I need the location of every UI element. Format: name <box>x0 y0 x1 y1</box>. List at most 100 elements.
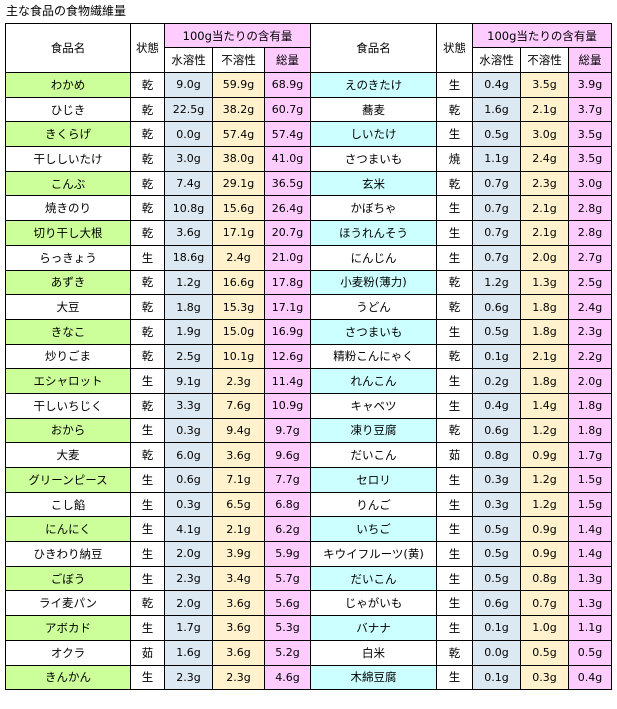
header-food-left: 食品名 <box>5 23 131 73</box>
right-food-name: 小麦粉(薄力) <box>310 269 438 296</box>
right-insoluble-value: 0.9g <box>520 541 570 567</box>
header-total-left: 総量 <box>263 47 312 73</box>
right-food-state: 生 <box>436 244 474 271</box>
right-soluble-value: 0.1g <box>472 343 522 370</box>
right-insoluble-value: 1.4g <box>520 392 570 419</box>
left-food-name: 焼きのり <box>5 195 131 222</box>
right-food-name: バナナ <box>310 615 438 641</box>
left-soluble-value: 3.0g <box>164 146 213 172</box>
left-food-state: 乾 <box>130 220 165 246</box>
left-food-state: 生 <box>130 541 165 567</box>
right-insoluble-value: 0.8g <box>520 565 570 592</box>
left-food-state: 生 <box>130 615 165 641</box>
right-food-state: 生 <box>436 541 474 567</box>
left-total-value: 57.4g <box>263 121 312 148</box>
left-soluble-value: 2.5g <box>164 343 213 370</box>
left-food-name: グリーンピース <box>5 467 131 493</box>
left-food-name: ひじき <box>5 96 131 123</box>
left-total-value: 26.4g <box>263 195 312 222</box>
right-total-value: 3.9g <box>568 72 613 98</box>
left-total-value: 60.7g <box>263 96 312 123</box>
left-total-value: 6.2g <box>263 516 312 543</box>
left-soluble-value: 2.3g <box>164 664 213 691</box>
right-soluble-value: 0.6g <box>472 590 522 617</box>
left-insoluble-value: 9.4g <box>212 417 265 444</box>
right-food-name: じゃがいも <box>310 590 438 617</box>
right-soluble-value: 0.4g <box>472 392 522 419</box>
left-total-value: 5.6g <box>263 590 312 617</box>
right-insoluble-value: 0.7g <box>520 590 570 617</box>
left-insoluble-value: 3.6g <box>212 590 265 617</box>
right-total-value: 1.5g <box>568 491 613 518</box>
right-food-state: 生 <box>436 392 474 419</box>
right-insoluble-value: 1.0g <box>520 615 570 641</box>
right-soluble-value: 0.5g <box>472 565 522 592</box>
right-total-value: 2.8g <box>568 220 613 246</box>
table-row: 干しいちじく乾 3.3g 7.6g 10.9g キャベツ生 0.4g 1.4g 1.8g <box>5 392 613 419</box>
right-insoluble-value: 3.0g <box>520 121 570 148</box>
right-total-value: 1.3g <box>568 590 613 617</box>
right-food-name: れんこん <box>310 368 438 394</box>
left-insoluble-value: 3.6g <box>212 639 265 666</box>
left-food-name: 切り干し大根 <box>5 220 131 246</box>
right-food-name: にんじん <box>310 244 438 271</box>
left-soluble-value: 2.0g <box>164 590 213 617</box>
table-body: わかめ乾 9.0g 59.9g 68.9g えのきたけ生 0.4g 3.5g 3.9g ひじき乾… <box>5 72 613 691</box>
header-amount-left: 100g当たりの含有量 <box>163 23 312 48</box>
left-insoluble-value: 38.2g <box>212 96 265 123</box>
table-row: わかめ乾 9.0g 59.9g 68.9g えのきたけ生 0.4g 3.5g 3.9g <box>5 72 613 98</box>
right-total-value: 1.8g <box>568 417 613 444</box>
right-insoluble-value: 1.8g <box>520 318 570 345</box>
fiber-table: 食品名 状態 100g当たりの含有量 食品名 状態 100g当たりの含有量 水溶… <box>5 23 613 691</box>
left-soluble-value: 0.6g <box>164 467 213 493</box>
left-food-state: 生 <box>130 664 165 691</box>
right-food-state: 生 <box>436 318 474 345</box>
left-food-state: 生 <box>130 244 165 271</box>
right-food-state: 生 <box>436 72 474 98</box>
left-total-value: 12.6g <box>263 343 312 370</box>
right-insoluble-value: 2.0g <box>520 244 570 271</box>
left-food-name: オクラ <box>5 639 131 666</box>
right-total-value: 1.4g <box>568 541 613 567</box>
left-insoluble-value: 16.6g <box>212 269 265 296</box>
left-food-state: 茹 <box>130 639 165 666</box>
header-total-right: 総量 <box>568 47 613 73</box>
right-insoluble-value: 2.3g <box>520 170 570 197</box>
table-row: 切り干し大根乾 3.6g 17.1g 20.7g ほうれんそう生 0.7g 2.1g 2.8g <box>5 220 613 246</box>
left-insoluble-value: 7.6g <box>212 392 265 419</box>
left-insoluble-value: 3.9g <box>212 541 265 567</box>
left-food-state: 乾 <box>130 195 165 222</box>
left-total-value: 10.9g <box>263 392 312 419</box>
left-food-state: 乾 <box>130 590 165 617</box>
right-food-name: セロリ <box>310 467 438 493</box>
right-insoluble-value: 2.1g <box>520 195 570 222</box>
right-food-state: 生 <box>436 491 474 518</box>
right-food-name: うどん <box>310 294 438 320</box>
left-food-state: 生 <box>130 368 165 394</box>
left-food-name: きんかん <box>5 664 131 691</box>
right-insoluble-value: 1.2g <box>520 467 570 493</box>
left-soluble-value: 9.0g <box>164 72 213 98</box>
right-food-state: 乾 <box>436 170 474 197</box>
right-soluble-value: 0.5g <box>472 121 522 148</box>
left-total-value: 9.7g <box>263 417 312 444</box>
right-insoluble-value: 1.2g <box>520 491 570 518</box>
left-insoluble-value: 3.4g <box>212 565 265 592</box>
left-food-name: 炒りごま <box>5 343 131 370</box>
table-row: きなこ乾 1.9g 15.0g 16.9g さつまいも生 0.5g 1.8g 2.3g <box>5 318 613 345</box>
table-row: オクラ茹 1.6g 3.6g 5.2g 白米乾 0.0g 0.5g 0.5g <box>5 639 613 666</box>
right-soluble-value: 0.3g <box>472 491 522 518</box>
left-insoluble-value: 2.4g <box>212 244 265 271</box>
left-food-name: 干ししいたけ <box>5 146 131 172</box>
right-soluble-value: 1.1g <box>472 146 522 172</box>
left-food-state: 生 <box>130 491 165 518</box>
right-insoluble-value: 0.9g <box>520 442 570 468</box>
left-food-name: アボカド <box>5 615 131 641</box>
table-row: 大麦乾 6.0g 3.6g 9.6g だいこん茹 0.8g 0.9g 1.7g <box>5 442 613 468</box>
left-total-value: 17.8g <box>263 269 312 296</box>
left-food-state: 生 <box>130 516 165 543</box>
left-total-value: 16.9g <box>263 318 312 345</box>
right-food-state: 乾 <box>436 343 474 370</box>
right-insoluble-value: 2.1g <box>520 343 570 370</box>
right-soluble-value: 0.6g <box>472 294 522 320</box>
